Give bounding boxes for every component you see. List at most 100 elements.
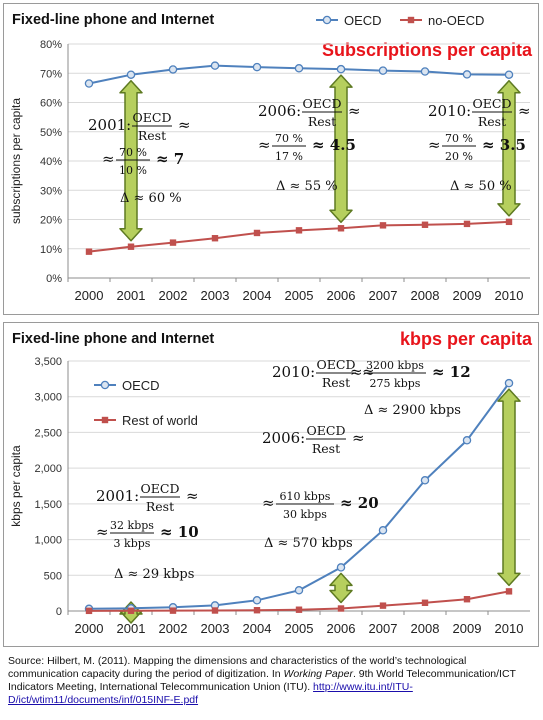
difference-arrow-2010 bbox=[497, 388, 521, 587]
legend-item-oecd: OECD bbox=[316, 13, 382, 28]
x-tick-label: 2008 bbox=[411, 288, 440, 303]
data-point-oecd bbox=[462, 436, 472, 445]
x-tick-label: 2000 bbox=[75, 288, 104, 303]
data-point-rest bbox=[127, 243, 135, 250]
legend-swatch-marker bbox=[407, 16, 415, 24]
annotation-delta: Δ ≈ 2900 kbps bbox=[364, 403, 461, 418]
annotation-fraction-denominator: Rest bbox=[146, 499, 174, 514]
x-tick-label: 2005 bbox=[285, 621, 314, 636]
x-tick-label: 2002 bbox=[159, 288, 188, 303]
annotation-ratio-result: ≈ 3.5 bbox=[482, 136, 526, 154]
annotation-approx-sign-2: ≈ bbox=[428, 136, 441, 154]
y-axis-label: kbps per capita bbox=[9, 445, 23, 527]
data-point-rest bbox=[169, 239, 177, 246]
data-point-rest bbox=[463, 596, 471, 603]
legend-label: OECD bbox=[344, 13, 382, 28]
y-tick-label: 1,500 bbox=[34, 499, 62, 511]
annotation-value-numerator: 32 kbps bbox=[110, 519, 154, 532]
y-tick-label: 2,000 bbox=[34, 463, 62, 475]
series-line-rest bbox=[88, 220, 510, 253]
data-point-oecd bbox=[210, 61, 220, 70]
y-tick-label: 60% bbox=[40, 98, 62, 110]
annotation-2001: 2001: OECD Rest ≈ ≈ 32 kbps 3 kbps ≈ 10 Δ ≈ 29 k… bbox=[96, 481, 199, 582]
legend-label: Rest of world bbox=[122, 413, 198, 428]
annotation-value-denominator: 17 % bbox=[275, 150, 303, 163]
y-axis-label: subscriptions per capita bbox=[9, 98, 23, 224]
annotation-year-label: 2006: bbox=[258, 102, 301, 120]
data-point-oecd bbox=[378, 526, 388, 535]
annotation-approx-sign-2: ≈ bbox=[102, 150, 115, 168]
annotation-delta: Δ ≈ 55 % bbox=[276, 179, 338, 194]
data-point-oecd bbox=[336, 64, 346, 74]
annotation-delta: Δ ≈ 60 % bbox=[120, 191, 182, 206]
data-point-oecd bbox=[420, 67, 430, 76]
subscriptions-chart: Fixed-line phone and Internet Subscriptio… bbox=[9, 12, 533, 303]
chart-title: Fixed-line phone and Internet bbox=[12, 331, 214, 347]
annotation-2010: 2010: OECD Rest ≈ ≈ 70 % 20 % ≈ 3.5 Δ ≈ 50 % bbox=[428, 96, 531, 194]
annotation-fraction-denominator: Rest bbox=[138, 128, 166, 143]
y-tick-label: 0% bbox=[46, 273, 62, 285]
annotation-value-denominator: 20 % bbox=[445, 150, 473, 163]
legend-swatch-marker bbox=[101, 416, 109, 424]
annotation-approx-sign: ≈ bbox=[518, 102, 531, 120]
y-tick-label: 40% bbox=[40, 156, 62, 168]
annotation-approx-sign: ≈ bbox=[178, 116, 191, 134]
chart-title: Fixed-line phone and Internet bbox=[12, 12, 214, 28]
x-tick-label: 2006 bbox=[327, 621, 356, 636]
x-tick-label: 2003 bbox=[201, 621, 230, 636]
data-point-rest bbox=[169, 607, 177, 614]
data-point-rest bbox=[337, 605, 345, 612]
annotation-2001: 2001: OECD Rest ≈ ≈ 70 % 10 % ≈ 7 Δ ≈ 60 % bbox=[88, 110, 191, 206]
annotation-delta: Δ ≈ 50 % bbox=[450, 179, 512, 194]
y-tick-label: 3,000 bbox=[34, 392, 62, 404]
data-point-rest bbox=[295, 227, 303, 234]
x-tick-label: 2009 bbox=[453, 621, 482, 636]
annotation-year-label: 2006: bbox=[262, 429, 305, 447]
data-point-rest bbox=[295, 606, 303, 613]
x-tick-label: 2001 bbox=[117, 621, 146, 636]
x-tick-label: 2004 bbox=[243, 621, 272, 636]
y-tick-label: 20% bbox=[40, 215, 62, 227]
x-tick-label: 2006 bbox=[327, 288, 356, 303]
y-tick-label: 500 bbox=[44, 570, 62, 582]
x-tick-label: 2007 bbox=[369, 621, 398, 636]
data-point-rest bbox=[463, 220, 471, 228]
data-point-rest bbox=[505, 218, 513, 226]
annotation-fraction-numerator: OECD bbox=[303, 96, 342, 111]
data-point-oecd bbox=[504, 378, 514, 388]
annotation-approx-sign: ≈ bbox=[348, 102, 361, 120]
kbps-chart: Fixed-line phone and Internet kbps per ca… bbox=[9, 329, 533, 636]
annotation-fraction-numerator: OECD bbox=[473, 96, 512, 111]
legend-swatch-marker bbox=[322, 15, 332, 25]
source-italic: Working Paper bbox=[283, 668, 353, 680]
legend-item-oecd: OECD bbox=[94, 378, 160, 393]
x-tick-label: 2005 bbox=[285, 288, 314, 303]
data-point-rest bbox=[211, 235, 219, 242]
y-tick-label: 10% bbox=[40, 244, 62, 256]
annotation-delta: Δ ≈ 570 kbps bbox=[264, 536, 353, 551]
source-text-2: . 9th World Telecommunication/ICT Indica… bbox=[8, 668, 516, 693]
x-tick-label: 2002 bbox=[159, 621, 188, 636]
data-point-oecd bbox=[378, 66, 388, 75]
data-point-oecd bbox=[420, 476, 430, 485]
data-point-rest bbox=[505, 588, 513, 595]
source-text: Source: Hilbert, M. (2011). Mapping the … bbox=[8, 655, 467, 680]
source-link[interactable]: http://www.itu.int/ITU-D/ict/wtim11/docu… bbox=[8, 681, 413, 706]
annotation-ratio-result: ≈ 7 bbox=[156, 150, 184, 168]
data-point-oecd bbox=[252, 596, 262, 605]
legend-label: OECD bbox=[122, 378, 160, 393]
data-point-rest bbox=[379, 222, 387, 229]
annotation-fraction-numerator: OECD bbox=[317, 357, 356, 372]
annotation-value-denominator: 10 % bbox=[119, 164, 147, 177]
x-tick-label: 2004 bbox=[243, 288, 272, 303]
annotation-fraction-numerator: OECD bbox=[307, 423, 346, 438]
annotation-approx-sign-2: ≈ bbox=[96, 523, 109, 541]
annotation-approx-sign-2: ≈ bbox=[350, 363, 363, 381]
x-tick-label: 2010 bbox=[495, 621, 524, 636]
y-tick-label: 30% bbox=[40, 185, 62, 197]
chart-highlight-title: Subscriptions per capita bbox=[322, 40, 533, 60]
annotation-ratio-result: ≈ 20 bbox=[340, 494, 379, 512]
chart-highlight-title: kbps per capita bbox=[400, 329, 533, 349]
data-point-rest bbox=[127, 607, 135, 614]
